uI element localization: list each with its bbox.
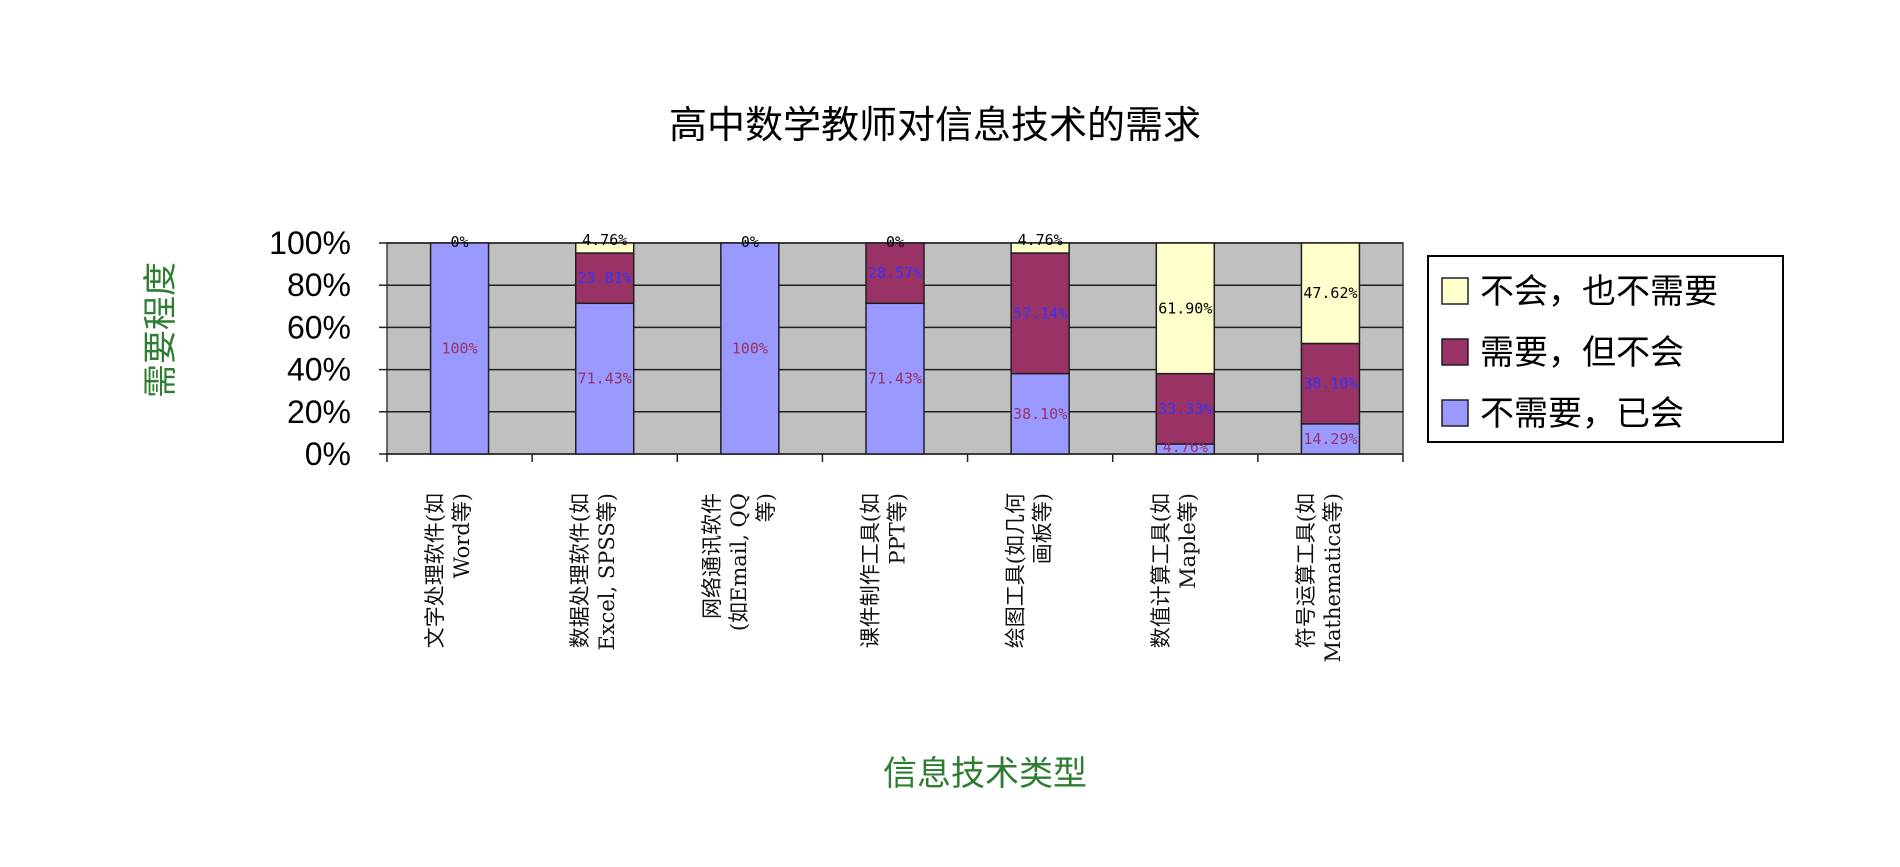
- x-tick-label-line: 绘图工具(如几何: [1004, 493, 1028, 648]
- bar-segment: [1010, 242, 1070, 254]
- bar-segment: [1300, 242, 1361, 345]
- bar-segment: [574, 242, 635, 254]
- y-axis-title: 需要程度: [141, 262, 181, 398]
- data-label: 0%: [451, 233, 469, 251]
- x-tick-label: 数据处理软件(如 Excel, SPSS等): [568, 493, 619, 651]
- data-label: 38.10%: [1303, 375, 1357, 393]
- bar-segment: [1300, 342, 1361, 425]
- bar-segment: [574, 252, 635, 305]
- data-label: 4.76%: [1018, 231, 1063, 249]
- legend-entry: 不需要，已会: [1480, 394, 1684, 434]
- x-tick-label-line: Word等): [450, 493, 474, 578]
- data-label: 71.43%: [578, 370, 632, 388]
- data-label: 100%: [442, 340, 478, 358]
- bar-segment: [1010, 372, 1070, 455]
- x-tick-label-line: 课件制作工具(如: [859, 493, 883, 648]
- data-label: 23.81%: [578, 269, 632, 287]
- y-tick-label: 0%: [305, 436, 351, 472]
- x-tick-label: 绘图工具(如几何 画板等): [1004, 493, 1055, 648]
- x-tick-label-line: Mathematica等): [1321, 493, 1345, 662]
- data-label: 4.76%: [1163, 438, 1208, 456]
- x-tick-label: 网络通讯软件 (如Email, QQ 等): [700, 493, 778, 631]
- x-tick-label-line: (如Email, QQ: [727, 493, 751, 631]
- data-label: 100%: [732, 340, 768, 358]
- data-label: 47.62%: [1303, 284, 1357, 302]
- data-label: 0%: [741, 233, 759, 251]
- x-tick-label-line: Maple等): [1176, 493, 1200, 589]
- legend-swatch: [1441, 277, 1469, 305]
- x-tick-label: 符号运算工具(如 Mathematica等): [1294, 493, 1345, 662]
- plot-area: 0% 20% 40% 60% 80% 100% 100% 0% 文字处理软件(如 Word等) 71…: [269, 225, 1404, 662]
- x-tick-label: 数值计算工具(如 Maple等): [1149, 493, 1200, 648]
- legend-entry: 需要，但不会: [1480, 333, 1684, 373]
- data-label: 14.29%: [1303, 430, 1357, 448]
- chart-title: 高中数学教师对信息技术的需求: [669, 103, 1201, 147]
- x-axis-title: 信息技术类型: [883, 754, 1087, 794]
- x-tick-label-line: PPT等): [886, 493, 910, 564]
- y-tick-label: 40%: [287, 352, 351, 388]
- legend-box: [1427, 255, 1784, 443]
- x-tick-label-line: 数据处理软件(如: [568, 493, 592, 648]
- data-label: 4.76%: [582, 231, 627, 249]
- x-tick-label-line: 文字处理软件(如: [423, 493, 447, 648]
- x-tick-label-line: 画板等): [1031, 493, 1055, 564]
- bar-segment: [720, 242, 780, 455]
- legend-swatch: [1441, 338, 1469, 366]
- bar-segment: [429, 242, 490, 455]
- x-tick-label-line: 等): [754, 493, 778, 522]
- legend-swatch: [1441, 399, 1469, 427]
- data-label: 33.33%: [1158, 400, 1212, 418]
- x-tick-label: 文字处理软件(如 Word等): [423, 493, 474, 648]
- x-tick-label-line: 数值计算工具(如: [1149, 493, 1173, 648]
- bar-segment: [1155, 372, 1216, 445]
- data-label: 38.10%: [1013, 405, 1067, 423]
- y-tick-label: 20%: [287, 394, 351, 430]
- bar-segment: [865, 242, 925, 305]
- bar-segment: [1155, 242, 1216, 375]
- data-label: 71.43%: [868, 370, 922, 388]
- x-tick-label-line: 符号运算工具(如: [1294, 493, 1318, 648]
- x-tick-label: 课件制作工具(如 PPT等): [859, 493, 910, 648]
- x-tick-label-line: Excel, SPSS等): [595, 493, 619, 651]
- bar-segment: [865, 302, 925, 455]
- data-label: 28.57%: [868, 264, 922, 282]
- data-label: 0%: [886, 233, 904, 251]
- bar-segment: [574, 302, 635, 455]
- y-tick-label: 80%: [287, 267, 351, 303]
- data-label: 61.90%: [1158, 299, 1212, 317]
- y-tick-label: 100%: [269, 225, 351, 261]
- legend-entry: 不会，也不需要: [1480, 272, 1718, 312]
- data-label: 57.14%: [1013, 304, 1067, 322]
- bar-segment: [1300, 423, 1361, 455]
- x-tick-label-line: 网络通讯软件: [700, 493, 724, 619]
- y-tick-label: 60%: [287, 309, 351, 345]
